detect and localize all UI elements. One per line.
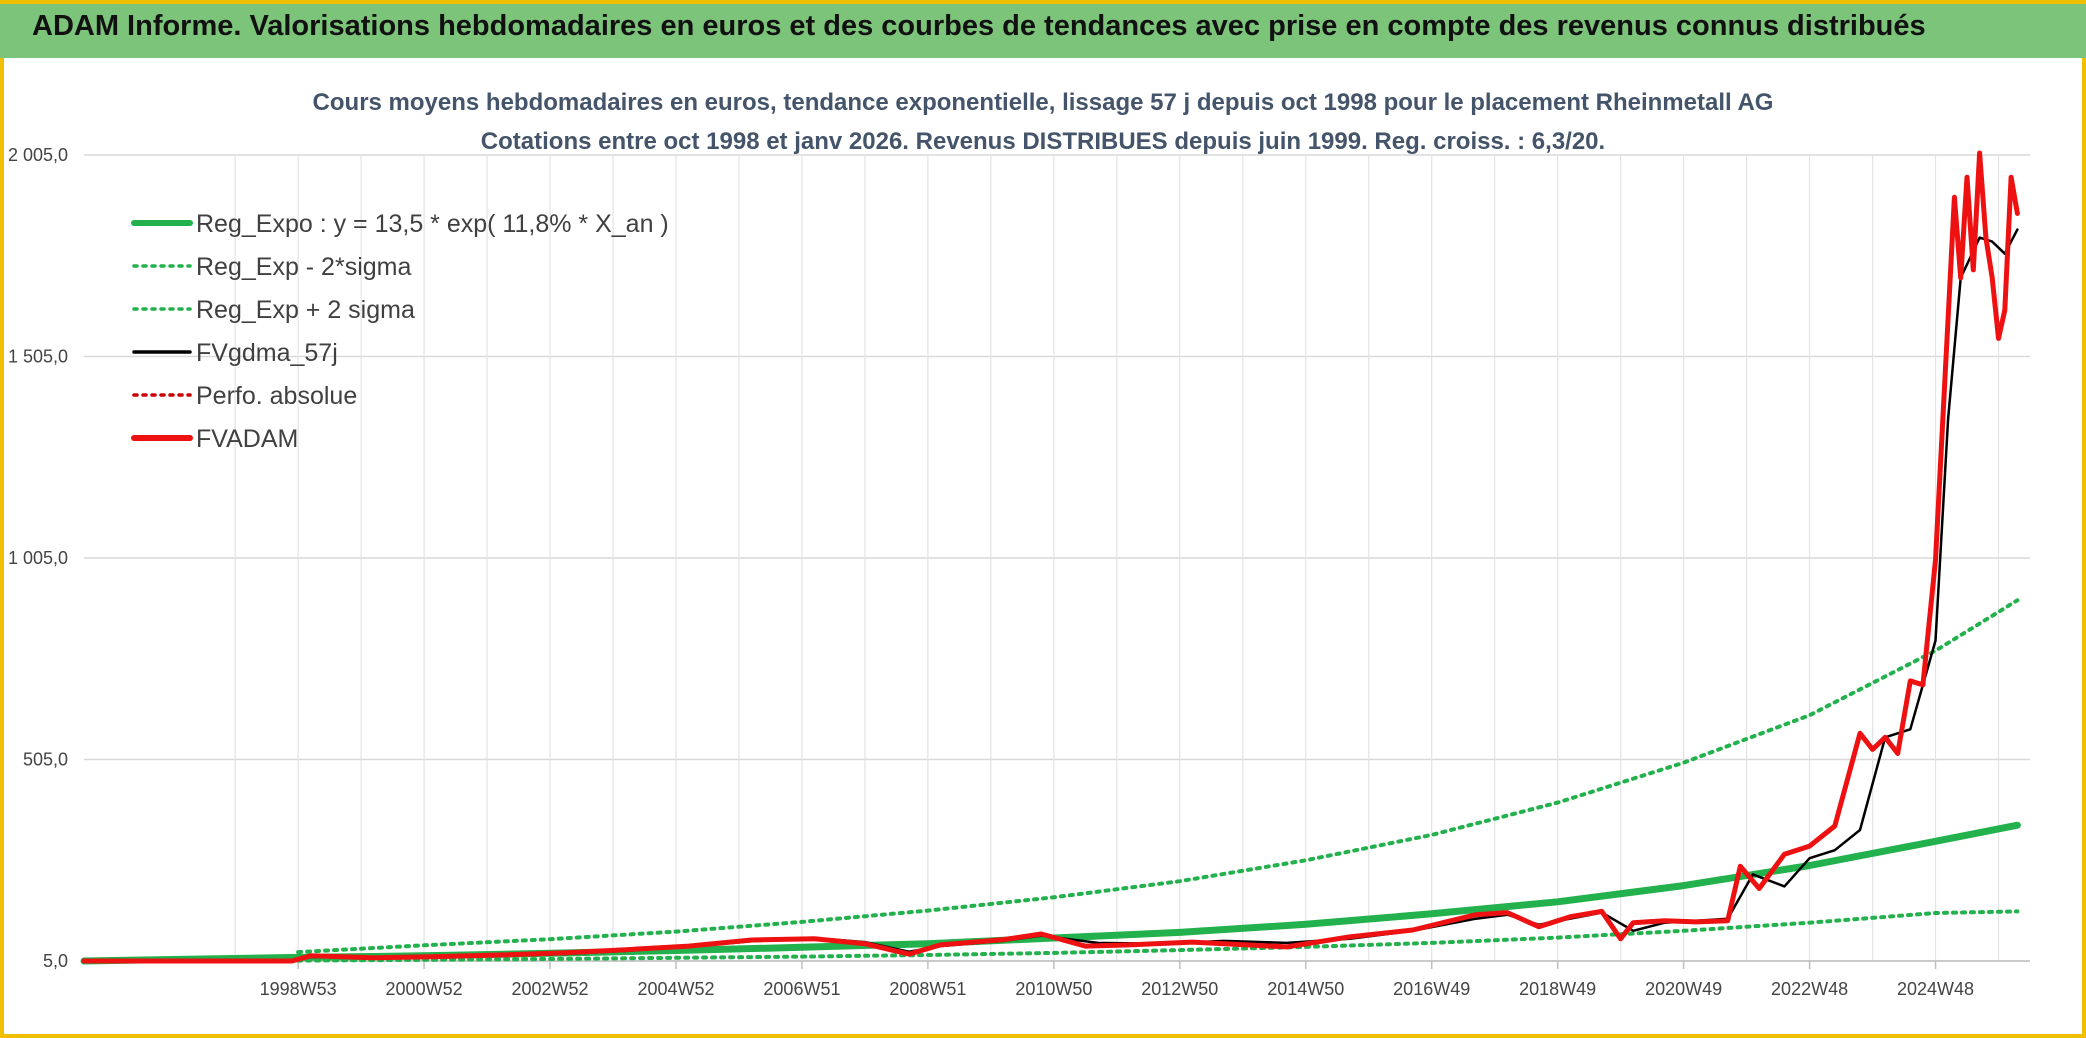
- report-banner: ADAM Informe. Valorisations hebdomadaire…: [0, 0, 2086, 58]
- x-tick-label: 2010W50: [1015, 979, 1092, 999]
- x-tick-label: 2024W48: [1897, 979, 1974, 999]
- report-title: ADAM Informe. Valorisations hebdomadaire…: [32, 10, 1926, 42]
- legend-label: FVgdma_57j: [196, 339, 338, 367]
- series-line-3: [82, 228, 2019, 963]
- legend-label: Reg_Exp - 2*sigma: [196, 253, 411, 281]
- x-tick-label: 1998W53: [260, 979, 337, 999]
- x-tick-label: 2006W51: [763, 979, 840, 999]
- series-line-1: [296, 909, 2020, 963]
- y-tick-label: 1 005,0: [8, 548, 68, 568]
- x-tick-label: 2016W49: [1393, 979, 1470, 999]
- x-tick-label: 2012W50: [1141, 979, 1218, 999]
- x-tick-label: 2022W48: [1771, 979, 1848, 999]
- series-lines: [80, 150, 2021, 965]
- x-tick-label: 2014W50: [1267, 979, 1344, 999]
- axes: 5,0 505,0 1 005,0 1 505,0 2 005,0 1998W53 2000…: [8, 145, 2030, 999]
- x-tick-label: 2004W52: [637, 979, 714, 999]
- chart-title: Cours moyens hebdomadaires en euros, ten…: [313, 89, 1774, 116]
- y-tick-label: 5,0: [43, 951, 68, 971]
- y-tick-label: 2 005,0: [8, 145, 68, 165]
- series-line-0: [80, 821, 2021, 965]
- x-tick-label: 2002W52: [512, 979, 589, 999]
- legend: Reg_Expo : y = 13,5 * exp( 11,8% * X_an …: [131, 210, 669, 453]
- x-tick-label: 2000W52: [386, 979, 463, 999]
- legend-label: Reg_Expo : y = 13,5 * exp( 11,8% * X_an …: [196, 210, 669, 238]
- gridlines: [84, 154, 2030, 962]
- legend-label: Perfo. absolue: [196, 382, 357, 410]
- x-tick-label: 2018W49: [1519, 979, 1596, 999]
- chart-panel: Cours moyens hebdomadaires en euros, ten…: [0, 58, 2086, 1038]
- trend-chart: Cours moyens hebdomadaires en euros, ten…: [8, 89, 2030, 999]
- x-tick-label: 2008W51: [889, 979, 966, 999]
- series-line-2: [296, 598, 2020, 955]
- chart-subtitle: Cotations entre oct 1998 et janv 2026. R…: [481, 128, 1605, 155]
- series-line-5: [81, 150, 2020, 964]
- y-tick-label: 505,0: [23, 750, 68, 770]
- x-tick-label: 2020W49: [1645, 979, 1722, 999]
- y-tick-label: 1 505,0: [8, 347, 68, 367]
- legend-label: Reg_Exp + 2 sigma: [196, 296, 415, 324]
- legend-label: FVADAM: [196, 425, 298, 453]
